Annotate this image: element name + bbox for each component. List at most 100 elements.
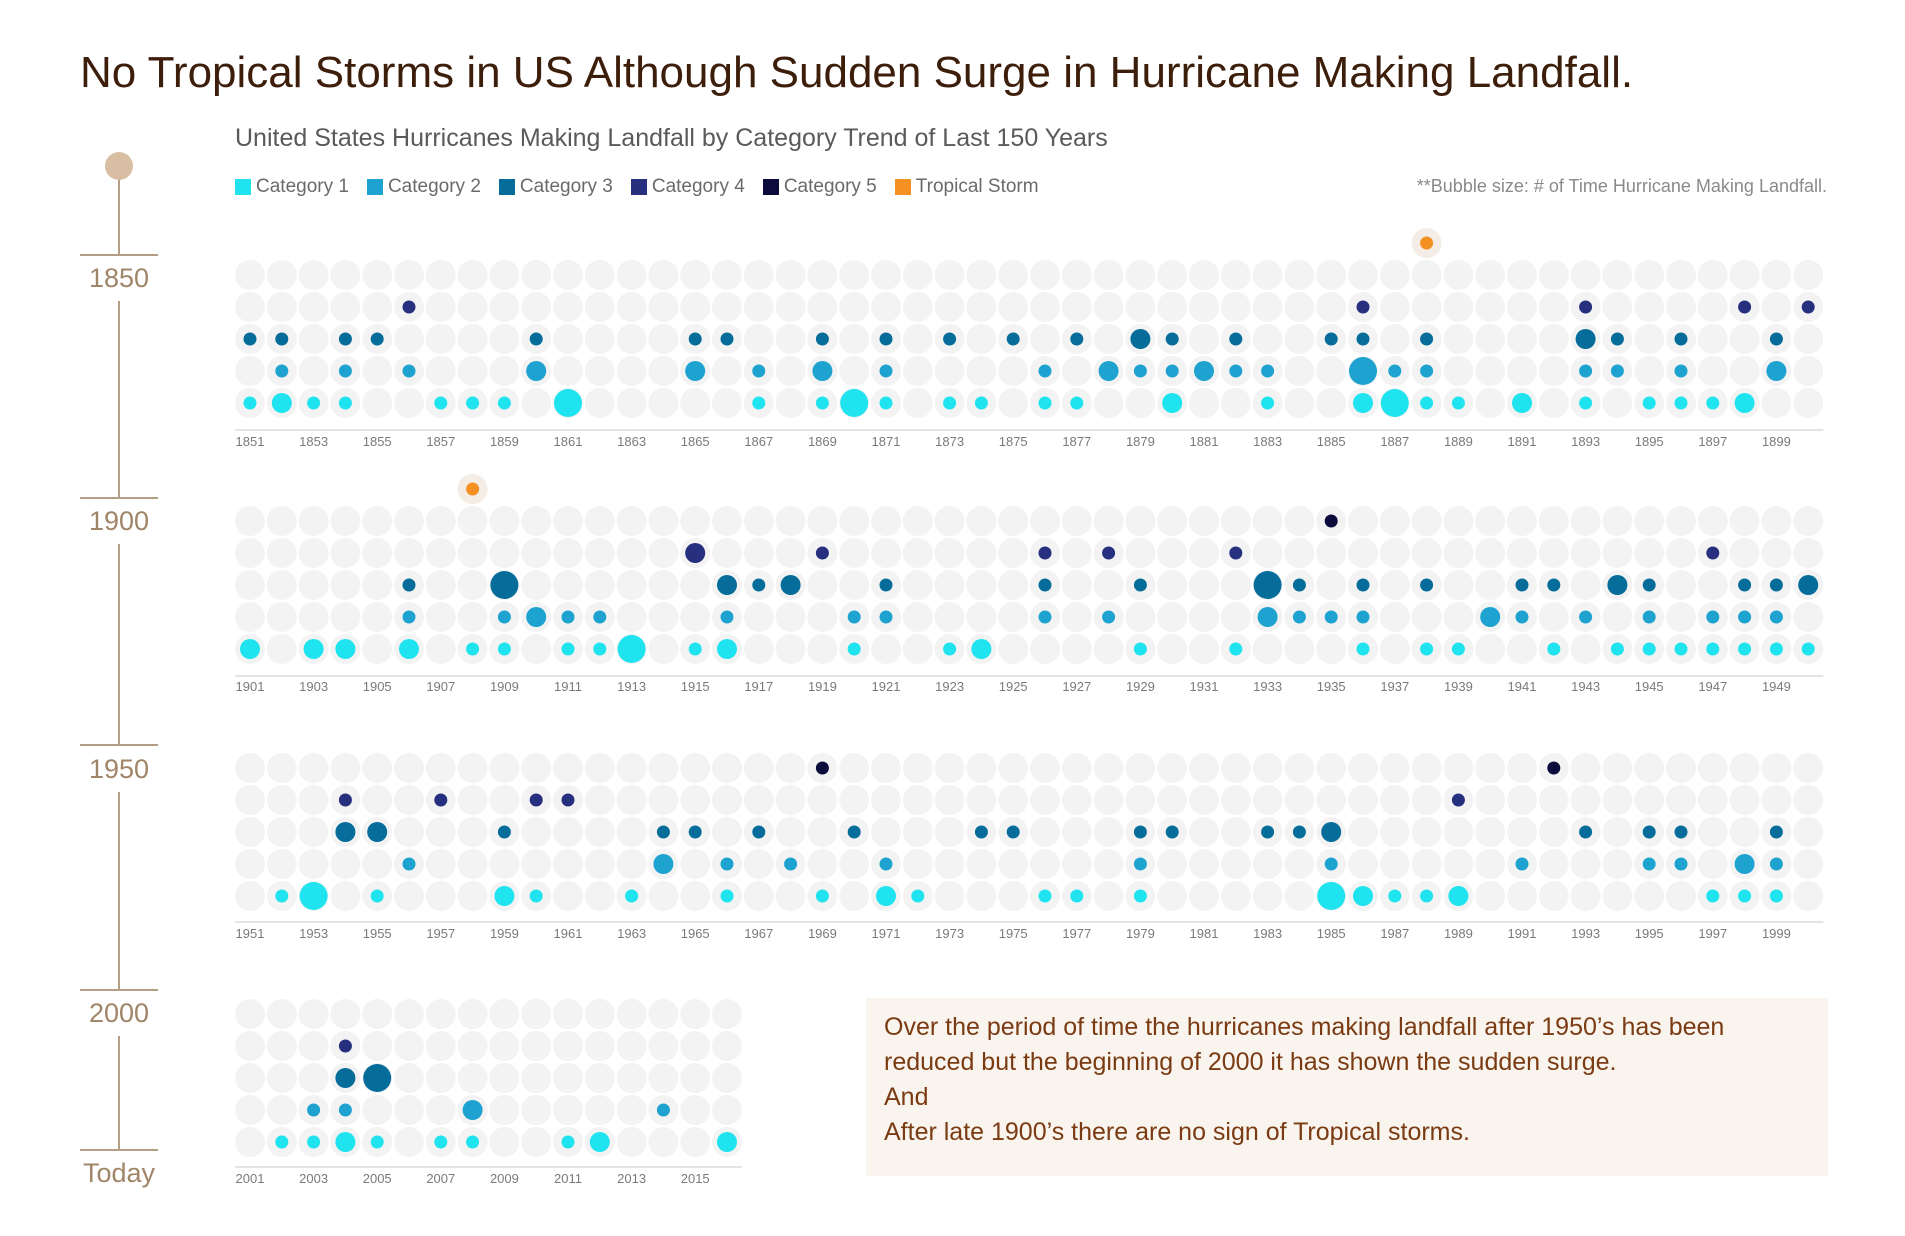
legend-label: Tropical Storm bbox=[915, 176, 1039, 197]
grid-cell bbox=[871, 538, 901, 568]
grid-cell bbox=[902, 634, 933, 664]
x-tick-label: 1877 bbox=[1062, 434, 1091, 449]
grid-cell bbox=[1411, 849, 1442, 879]
grid-cell bbox=[1189, 570, 1219, 600]
grid-cell bbox=[1697, 785, 1728, 815]
x-tick-label: 1911 bbox=[554, 679, 582, 694]
grid-cell bbox=[680, 506, 711, 536]
cat2-bubble bbox=[1515, 857, 1529, 871]
cat4-bubble bbox=[338, 1039, 352, 1053]
grid-cell bbox=[1634, 292, 1665, 322]
grid-cell bbox=[775, 388, 806, 418]
grid-cell bbox=[712, 817, 742, 847]
grid-cell bbox=[1348, 260, 1378, 290]
cat2-bubble bbox=[1674, 857, 1688, 871]
grid-cell bbox=[616, 1031, 647, 1061]
grid-cell bbox=[521, 260, 552, 290]
legend-item-category-4: Category 4 bbox=[630, 176, 745, 198]
grid-cell bbox=[1507, 324, 1537, 354]
legend-item-category-2: Category 2 bbox=[366, 176, 481, 198]
grid-cell bbox=[521, 388, 552, 418]
cat1-bubble bbox=[399, 639, 419, 659]
grid-cell bbox=[1284, 881, 1315, 911]
x-tick-label: 1957 bbox=[426, 926, 455, 941]
cat1-bubble bbox=[840, 389, 869, 417]
cat3-bubble bbox=[1292, 825, 1306, 839]
grid-cell bbox=[362, 260, 393, 290]
cat3-bubble bbox=[1642, 825, 1656, 839]
x-tick-label: 1885 bbox=[1317, 434, 1346, 449]
x-tick-label: 1857 bbox=[426, 434, 455, 449]
cat2-bubble bbox=[1388, 364, 1402, 378]
grid-cell bbox=[362, 849, 393, 879]
page-title: No Tropical Storms in US Although Sudden… bbox=[80, 48, 1634, 97]
cat2-bubble bbox=[526, 607, 547, 627]
cat3-bubble bbox=[1229, 332, 1243, 346]
legend-label: Category 5 bbox=[783, 176, 877, 197]
cat2-bubble bbox=[879, 857, 893, 871]
x-tick-label: 1913 bbox=[617, 679, 646, 694]
grid-cell bbox=[1316, 753, 1347, 783]
cat3-bubble bbox=[752, 825, 766, 839]
grid-cell bbox=[648, 881, 679, 911]
cat3-bubble bbox=[1253, 571, 1282, 599]
grid-cell bbox=[648, 292, 679, 322]
grid-cell bbox=[425, 324, 456, 354]
grid-cell bbox=[1030, 753, 1060, 783]
grid-cell bbox=[457, 785, 488, 815]
grid-cell bbox=[489, 356, 520, 386]
grid-cell bbox=[1570, 538, 1601, 568]
cat3-bubble bbox=[1798, 575, 1819, 595]
grid-cell bbox=[1443, 260, 1474, 290]
grid-cell bbox=[1443, 506, 1474, 536]
grid-cell bbox=[521, 1095, 552, 1125]
grid-cell bbox=[1443, 817, 1474, 847]
grid-cell bbox=[616, 1095, 647, 1125]
grid-cell bbox=[1125, 602, 1156, 632]
grid-cell bbox=[743, 506, 774, 536]
grid-cell bbox=[489, 849, 520, 879]
x-tick-label: 1973 bbox=[935, 926, 964, 941]
cat3-bubble bbox=[490, 571, 519, 599]
grid-cell bbox=[1252, 324, 1283, 354]
cat1-bubble bbox=[1642, 396, 1656, 410]
cat4-bubble bbox=[1801, 300, 1815, 314]
insight-line: And bbox=[884, 1083, 929, 1111]
grid-cell bbox=[902, 260, 933, 290]
grid-cell bbox=[1379, 260, 1410, 290]
grid-cell bbox=[934, 292, 965, 322]
cat1-bubble bbox=[815, 396, 829, 410]
grid-cell bbox=[394, 260, 424, 290]
grid-cell bbox=[1507, 538, 1537, 568]
grid-cell bbox=[1348, 538, 1378, 568]
grid-cell bbox=[680, 753, 711, 783]
cat3-bubble bbox=[943, 332, 957, 346]
cat2-bubble bbox=[1480, 607, 1501, 627]
x-tick-label: 1937 bbox=[1380, 679, 1409, 694]
grid-cell bbox=[362, 570, 393, 600]
grid-cell bbox=[1316, 260, 1347, 290]
x-tick-label: 2001 bbox=[236, 1171, 265, 1186]
grid-cell bbox=[743, 292, 774, 322]
grid-cell bbox=[235, 999, 265, 1029]
cat3-bubble bbox=[1674, 332, 1688, 346]
grid-cell bbox=[712, 1031, 742, 1061]
cat2-bubble bbox=[526, 361, 547, 381]
cat3-bubble bbox=[1769, 332, 1783, 346]
cat1-bubble bbox=[1356, 642, 1370, 656]
grid-cell bbox=[584, 1031, 615, 1061]
grid-cell bbox=[616, 1063, 647, 1093]
cat1-bubble bbox=[1229, 642, 1243, 656]
cat3-bubble bbox=[1261, 825, 1275, 839]
grid-cell bbox=[1507, 356, 1537, 386]
cat4-bubble bbox=[561, 793, 575, 807]
x-tick-label: 1963 bbox=[617, 926, 646, 941]
cat1-bubble bbox=[752, 396, 766, 410]
grid-cell bbox=[457, 1063, 488, 1093]
grid-cell bbox=[1538, 356, 1569, 386]
grid-cell bbox=[394, 1063, 424, 1093]
grid-cell bbox=[1475, 388, 1506, 418]
tropical-storm-bubble bbox=[1420, 236, 1434, 250]
grid-cell bbox=[1793, 388, 1824, 418]
cat3-bubble bbox=[1674, 825, 1688, 839]
